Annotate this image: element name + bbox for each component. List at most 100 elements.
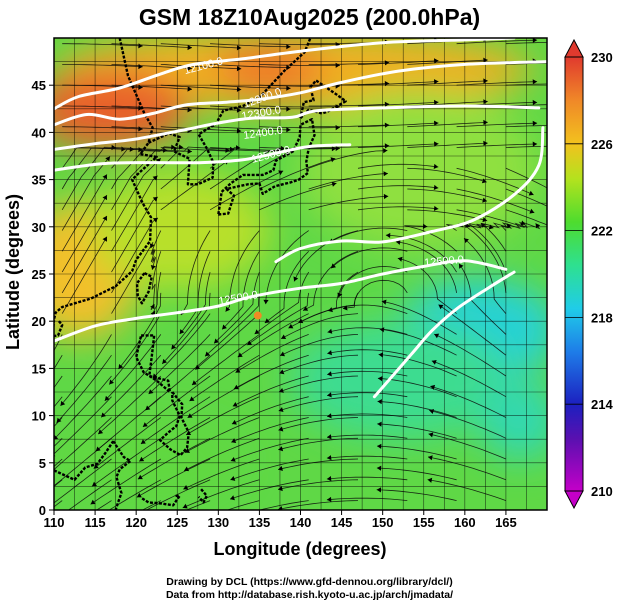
streamline-arrow	[303, 306, 309, 311]
streamline	[381, 300, 457, 335]
streamline-arrow	[330, 157, 336, 163]
height-contour	[372, 270, 516, 399]
streamline-arrow	[0, 511, 3, 516]
streamline	[210, 147, 291, 151]
y-tick-label: 45	[32, 78, 46, 93]
streamline	[505, 188, 547, 207]
streamline	[160, 146, 235, 169]
streamline	[302, 250, 359, 311]
streamline	[259, 64, 340, 66]
contour-label: 12400.0	[243, 124, 284, 141]
streamline-arrow	[377, 421, 382, 427]
streamline-arrow	[377, 376, 383, 382]
streamline	[407, 209, 488, 221]
streamline	[141, 500, 161, 510]
streamline-arrow	[482, 217, 488, 223]
streamline-arrow	[42, 542, 47, 547]
streamline	[279, 334, 359, 356]
streamline-arrow	[288, 323, 294, 329]
contour-label: 12500.0	[424, 254, 465, 269]
streamline	[308, 173, 388, 190]
streamline	[62, 105, 143, 109]
streamline-arrow	[384, 101, 390, 107]
streamline-arrow	[528, 190, 534, 196]
x-tick-label: 110	[44, 515, 65, 530]
streamline	[233, 354, 309, 390]
streamline	[230, 458, 309, 481]
streamline-arrow	[532, 141, 538, 147]
streamline-arrow	[162, 358, 167, 364]
colorbar-top-arrow	[564, 38, 584, 58]
credit-drawing: Drawing by DCL (https://www.gfd-dennou.o…	[166, 576, 453, 588]
streamline-arrow	[145, 405, 151, 411]
streamline	[463, 238, 507, 314]
streamline-arrow	[281, 334, 287, 339]
streamline	[326, 476, 408, 481]
streamline	[145, 354, 211, 411]
streamline-arrow	[92, 481, 97, 487]
streamline-arrow	[384, 143, 390, 149]
streamline-arrow	[427, 455, 433, 461]
streamline	[427, 479, 507, 501]
streamline-arrow	[327, 350, 332, 356]
streamline	[111, 157, 161, 231]
streamline	[61, 215, 108, 294]
coastline-segment	[147, 38, 312, 186]
y-tick-label: 0	[39, 503, 46, 518]
streamline	[187, 375, 260, 419]
streamline-arrow	[381, 299, 387, 305]
streamline-arrow	[139, 456, 145, 462]
streamline	[342, 279, 408, 309]
streamline	[407, 142, 488, 148]
streamline-arrow	[233, 384, 239, 390]
streamline	[278, 437, 359, 451]
streamline	[91, 437, 162, 487]
streamline	[278, 417, 359, 431]
streamline-arrow	[231, 419, 237, 425]
streamline-arrow	[148, 389, 154, 395]
streamline	[278, 396, 359, 412]
colorbar: 210 214 218 222 226 230	[564, 38, 613, 510]
streamline-arrow	[383, 171, 388, 177]
streamline-arrow	[535, 223, 541, 229]
streamline	[327, 327, 408, 335]
streamline-arrow	[383, 193, 389, 200]
coastline-segment	[140, 494, 181, 507]
streamline	[160, 43, 242, 49]
streamline-arrow	[293, 276, 299, 282]
streamline	[142, 375, 211, 428]
streamline-arrow	[326, 496, 332, 502]
streamline-arrow	[434, 333, 440, 339]
streamline	[407, 59, 488, 65]
y-axis-ticks: 0 5 10 15 20 25 30 35 40 45	[32, 78, 54, 518]
coastline-segment	[197, 488, 208, 504]
streamline-arrow	[377, 399, 382, 405]
streamline-arrow	[327, 328, 333, 334]
colorbar-body	[564, 56, 584, 492]
streamline-arrow	[384, 122, 390, 128]
streamline	[185, 500, 211, 510]
streamline	[258, 500, 309, 510]
streamline-arrow	[434, 58, 439, 64]
streamline	[376, 445, 457, 460]
streamline	[278, 458, 359, 470]
coastline-segment	[54, 38, 158, 320]
streamline	[226, 500, 260, 510]
streamline	[237, 313, 309, 358]
streamline-arrow	[230, 495, 235, 501]
streamline	[338, 266, 408, 298]
streamline	[429, 410, 507, 439]
colorbar-label: 226	[591, 137, 613, 152]
streamline-arrow	[379, 327, 385, 333]
streamline	[505, 125, 547, 128]
streamline-arrow	[434, 141, 439, 147]
streamline	[277, 479, 359, 490]
streamline-arrow	[278, 170, 284, 176]
streamline-arrow	[56, 417, 62, 423]
streamline-arrow	[278, 486, 283, 492]
streamline	[210, 43, 291, 48]
streamline-arrow	[102, 174, 107, 180]
streamline-arrow	[137, 474, 143, 480]
streamline-arrow	[298, 318, 304, 324]
streamline	[90, 458, 162, 505]
